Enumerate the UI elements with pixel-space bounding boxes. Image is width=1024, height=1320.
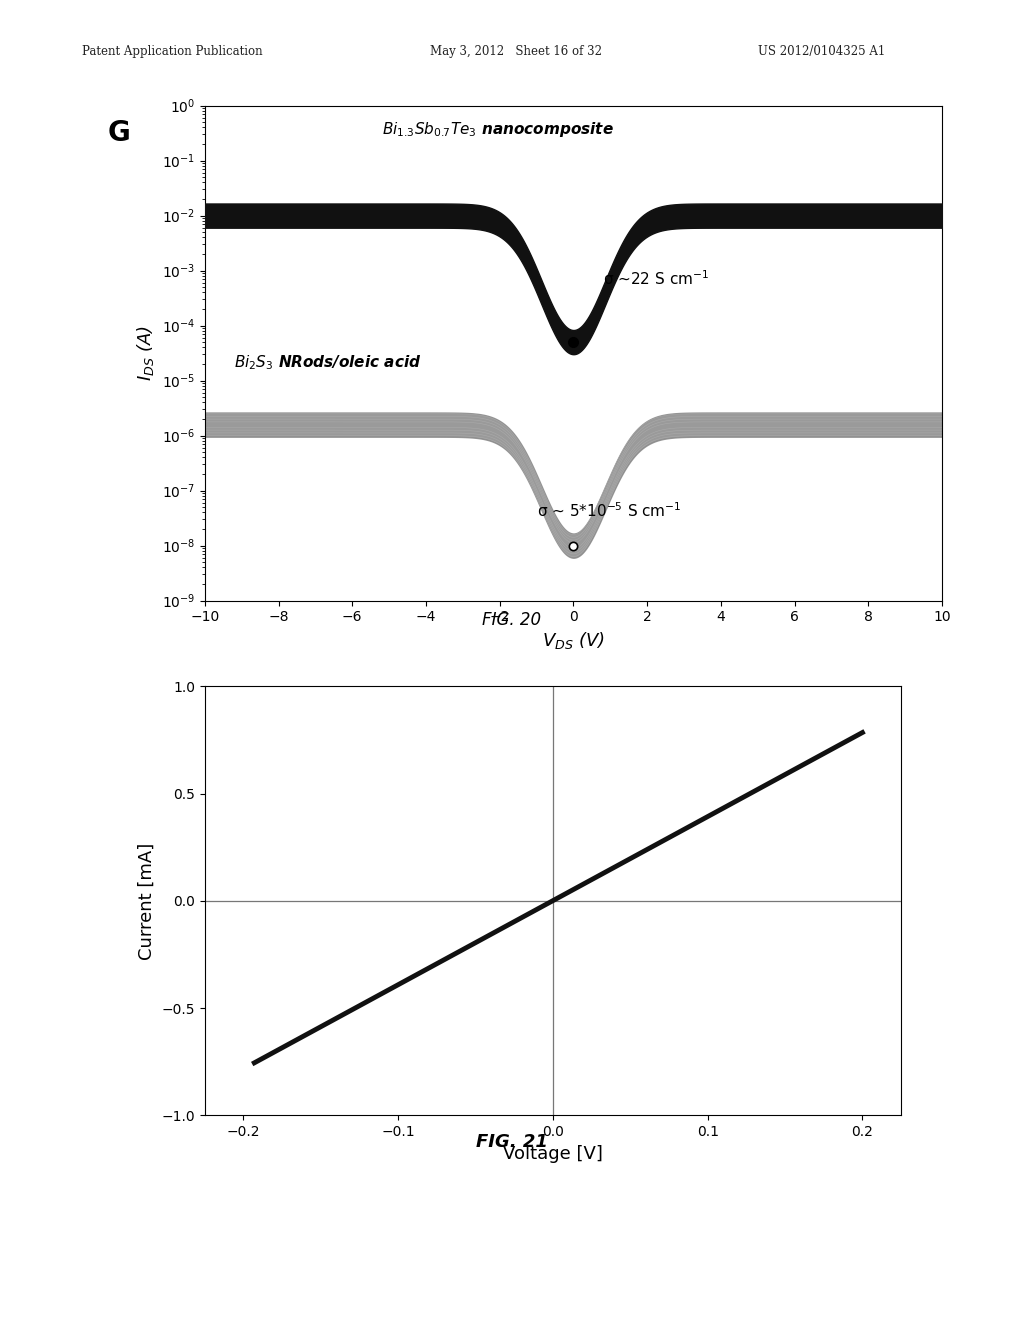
- Y-axis label: Current [mA]: Current [mA]: [138, 842, 156, 960]
- Text: FIG. 21: FIG. 21: [476, 1133, 548, 1151]
- Text: Patent Application Publication: Patent Application Publication: [82, 45, 262, 58]
- Text: σ ~ 5*10$^{-5}$ S cm$^{-1}$: σ ~ 5*10$^{-5}$ S cm$^{-1}$: [537, 502, 681, 520]
- Text: $Bi_2S_3$ NRods/oleic acid: $Bi_2S_3$ NRods/oleic acid: [234, 352, 422, 372]
- Text: G: G: [108, 119, 130, 147]
- Text: $Bi_{1.3}Sb_{0.7}Te_3$ nanocomposite: $Bi_{1.3}Sb_{0.7}Te_3$ nanocomposite: [382, 120, 613, 140]
- X-axis label: Voltage [V]: Voltage [V]: [503, 1144, 603, 1163]
- Text: US 2012/0104325 A1: US 2012/0104325 A1: [758, 45, 885, 58]
- Y-axis label: $I_{DS}$ (A): $I_{DS}$ (A): [135, 325, 156, 381]
- Text: May 3, 2012   Sheet 16 of 32: May 3, 2012 Sheet 16 of 32: [430, 45, 602, 58]
- Text: σ ~22 S cm$^{-1}$: σ ~22 S cm$^{-1}$: [603, 269, 709, 288]
- Text: FIG. 20: FIG. 20: [482, 611, 542, 630]
- X-axis label: $V_{DS}$ (V): $V_{DS}$ (V): [542, 630, 605, 651]
